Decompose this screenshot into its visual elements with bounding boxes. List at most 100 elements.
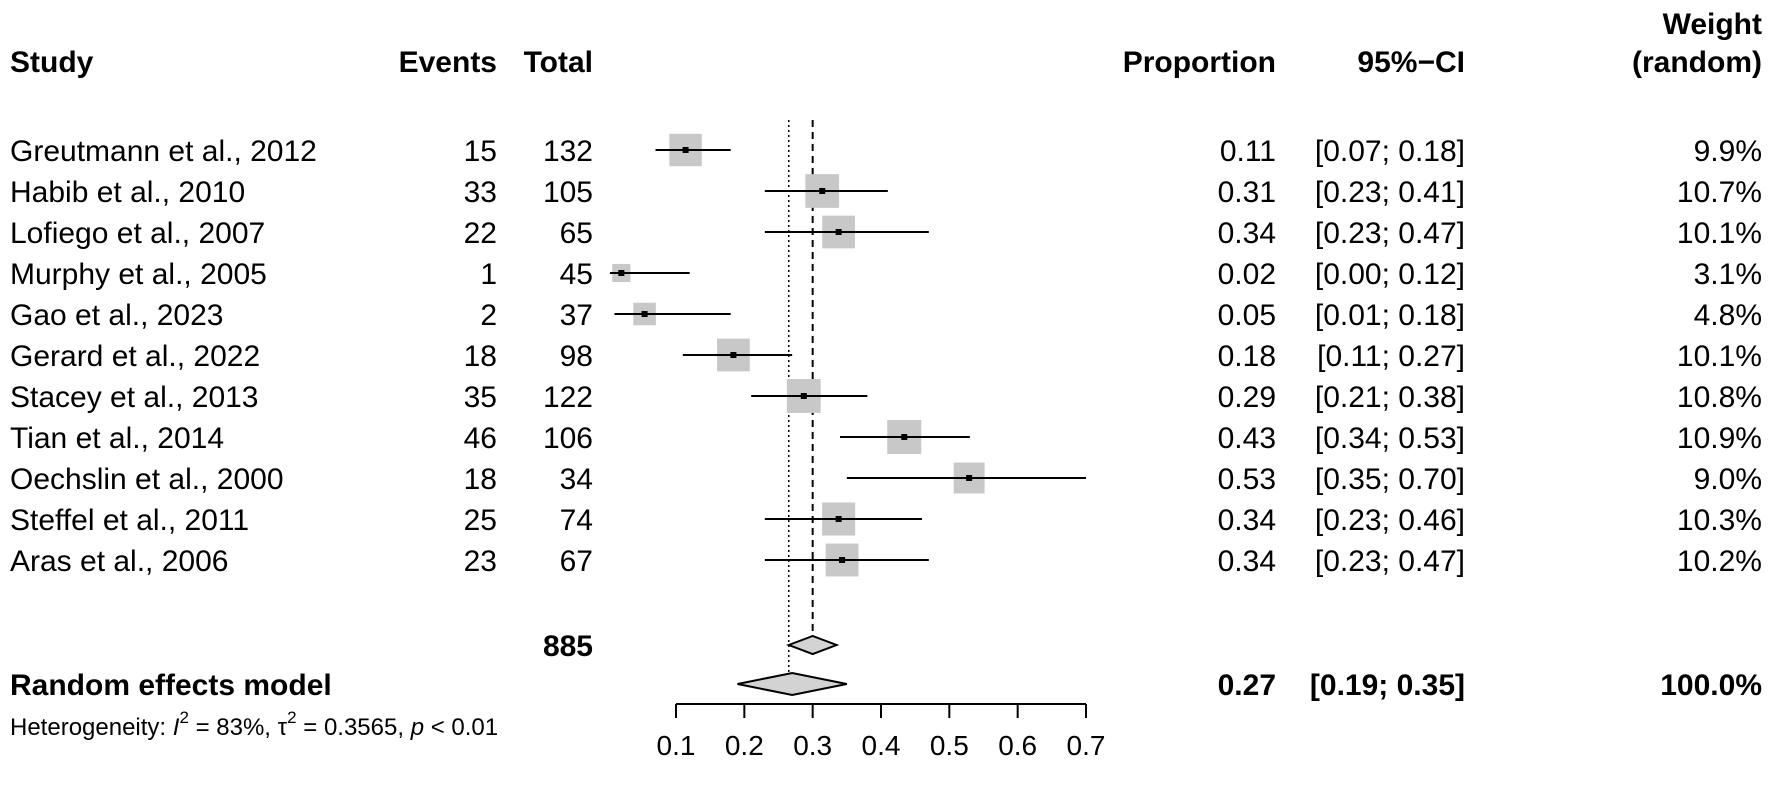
study-events: 18 [464,340,497,373]
study-events: 18 [464,463,497,496]
study-name: Steffel et al., 2011 [10,504,249,537]
header-weight-random: (random) [1632,46,1762,79]
study-events: 1 [480,258,497,291]
study-events: 2 [480,299,497,332]
point-estimate [819,188,826,194]
study-weight: 10.3% [1677,504,1762,537]
study-proportion: 0.34 [1218,545,1276,578]
axis-tick-label: 0.3 [793,730,832,761]
study-total: 132 [543,135,593,168]
study-proportion: 0.31 [1218,176,1276,209]
point-estimate [641,311,648,317]
axis-tick-label: 0.7 [1067,730,1106,761]
axis-tick-label: 0.2 [725,730,764,761]
random-model-label: Random effects model [10,669,332,702]
random-effects-diamond [737,671,848,697]
study-total: 74 [560,504,593,537]
study-events: 25 [464,504,497,537]
point-estimate [618,270,625,276]
random-model-proportion: 0.27 [1218,669,1276,702]
random-model-ci: [0.19; 0.35] [1310,669,1465,702]
study-total: 45 [560,258,593,291]
study-weight: 3.1% [1694,258,1762,291]
study-name: Oechslin et al., 2000 [10,463,284,496]
study-events: 22 [464,217,497,250]
study-marks [610,133,1086,577]
study-events: 46 [464,422,497,455]
study-events: 33 [464,176,497,209]
study-name: Lofiego et al., 2007 [10,217,265,250]
heterogeneity-text: Heterogeneity: I2 = 83%, τ2 = 0.3565, p … [10,708,498,741]
study-proportion: 0.43 [1218,422,1276,455]
study-weight: 10.1% [1677,340,1762,373]
study-total: 65 [560,217,593,250]
study-weight: 10.7% [1677,176,1762,209]
study-name: Gao et al., 2023 [10,299,224,332]
study-total: 122 [543,381,593,414]
study-total: 34 [560,463,593,496]
study-name: Stacey et al., 2013 [10,381,259,414]
axis-tick-label: 0.6 [998,730,1037,761]
x-axis: 0.1 0.2 0.3 0.4 0.5 0.6 0.7 [657,703,1106,761]
study-total: 98 [560,340,593,373]
study-ci: [0.21; 0.38] [1315,381,1465,414]
axis-tick-label: 0.4 [862,730,901,761]
study-ci: [0.07; 0.18] [1315,135,1465,168]
study-proportion: 0.53 [1218,463,1276,496]
study-ci: [0.35; 0.70] [1315,463,1465,496]
study-ci: [0.23; 0.46] [1315,504,1465,537]
study-proportion: 0.11 [1220,135,1276,168]
study-ci: [0.34; 0.53] [1315,422,1465,455]
study-ci: [0.23; 0.41] [1315,176,1465,209]
study-total: 67 [560,545,593,578]
study-name: Greutmann et al., 2012 [10,135,317,168]
study-weight: 9.0% [1694,463,1762,496]
header-weight: Weight [1663,8,1762,41]
axis-tick-label: 0.1 [657,730,696,761]
header-total: Total [524,46,593,79]
header-events: Events [399,46,497,79]
study-weight: 4.8% [1694,299,1762,332]
study-ci: [0.01; 0.18] [1315,299,1465,332]
study-proportion: 0.02 [1218,258,1276,291]
study-weight: 10.2% [1677,545,1762,578]
study-weight: 9.9% [1694,135,1762,168]
point-estimate [835,516,842,522]
study-proportion: 0.05 [1218,299,1276,332]
study-ci: [0.00; 0.12] [1315,258,1465,291]
study-proportion: 0.29 [1218,381,1276,414]
study-name: Gerard et al., 2022 [10,340,260,373]
header-proportion: Proportion [1123,46,1276,79]
header-ci: 95%−CI [1357,46,1465,79]
study-name: Aras et al., 2006 [10,545,228,578]
study-ci: [0.11; 0.27] [1317,340,1465,373]
study-weight: 10.1% [1677,217,1762,250]
study-proportion: 0.18 [1218,340,1276,373]
study-total: 105 [543,176,593,209]
study-total: 37 [560,299,593,332]
study-proportion: 0.34 [1218,504,1276,537]
point-estimate [730,352,737,358]
point-estimate [682,147,689,153]
point-estimate [839,557,846,563]
total-events: 885 [543,630,593,663]
study-name: Habib et al., 2010 [10,176,245,209]
study-ci: [0.23; 0.47] [1315,545,1465,578]
study-ci: [0.23; 0.47] [1315,217,1465,250]
study-weight: 10.8% [1677,381,1762,414]
random-model-weight: 100.0% [1660,669,1762,702]
study-proportion: 0.34 [1218,217,1276,250]
study-total: 106 [543,422,593,455]
point-estimate [966,475,973,481]
study-events: 15 [464,135,497,168]
study-events: 23 [464,545,497,578]
header-study: Study [10,46,94,79]
study-name: Tian et al., 2014 [10,422,224,455]
point-estimate [835,229,842,235]
axis-tick-label: 0.5 [930,730,969,761]
study-rows: Greutmann et al., 2012 15 132 0.11 [0.07; 0.… [10,135,1762,578]
study-name: Murphy et al., 2005 [10,258,267,291]
point-estimate [800,393,807,399]
total-summary-diamond [785,634,840,656]
